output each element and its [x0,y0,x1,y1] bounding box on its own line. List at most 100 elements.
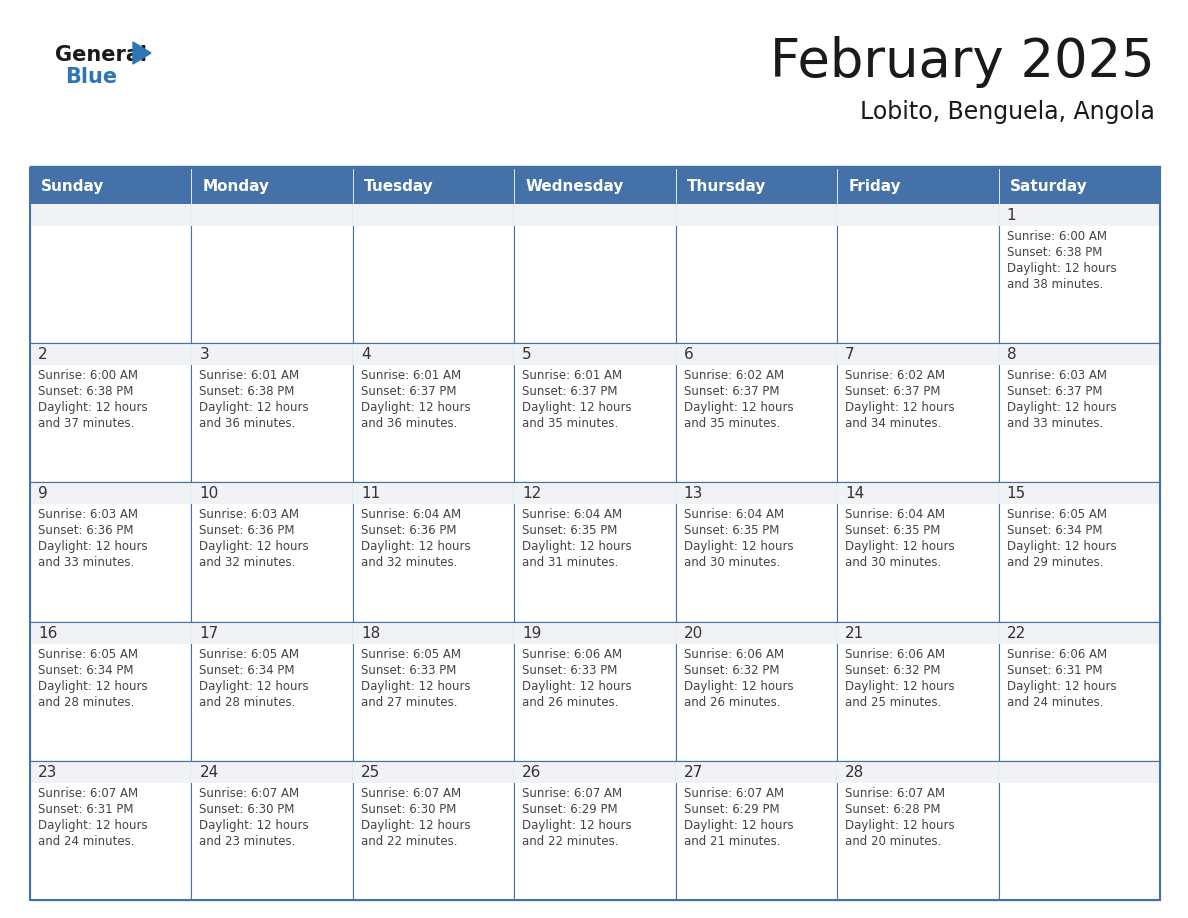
Bar [353,204,514,226]
Text: 5: 5 [523,347,532,363]
Text: Sunrise: 6:06 AM: Sunrise: 6:06 AM [684,647,784,661]
Bar [676,621,838,761]
Text: 17: 17 [200,625,219,641]
Text: Sunrise: 6:03 AM: Sunrise: 6:03 AM [200,509,299,521]
Text: Thursday: Thursday [687,178,766,194]
Text: and 32 minutes.: and 32 minutes. [200,556,296,569]
Text: Sunrise: 6:00 AM: Sunrise: 6:00 AM [1006,230,1106,243]
Bar [676,482,838,504]
Text: and 33 minutes.: and 33 minutes. [1006,417,1102,431]
Bar [514,204,676,226]
Bar [30,343,191,365]
Text: 3: 3 [200,347,209,363]
Text: Sunset: 6:36 PM: Sunset: 6:36 PM [38,524,133,537]
Text: Sunrise: 6:05 AM: Sunrise: 6:05 AM [1006,509,1106,521]
Polygon shape [133,42,151,64]
Bar [353,621,514,761]
Bar [999,343,1159,365]
Bar [999,204,1159,226]
Text: Sunset: 6:37 PM: Sunset: 6:37 PM [1006,386,1102,398]
Text: and 22 minutes.: and 22 minutes. [523,834,619,848]
Bar [30,761,191,783]
Text: Sunset: 6:28 PM: Sunset: 6:28 PM [845,803,941,816]
Text: and 27 minutes.: and 27 minutes. [361,696,457,709]
Text: Daylight: 12 hours: Daylight: 12 hours [361,401,470,414]
Text: and 25 minutes.: and 25 minutes. [845,696,942,709]
Bar [999,482,1159,621]
Bar [676,761,838,900]
Bar [514,761,676,900]
Bar [838,204,999,226]
Text: 9: 9 [38,487,48,501]
Text: Sunrise: 6:04 AM: Sunrise: 6:04 AM [845,509,946,521]
Bar [999,761,1159,900]
Bar [191,482,353,621]
Bar [353,482,514,504]
Text: Daylight: 12 hours: Daylight: 12 hours [361,541,470,554]
Bar [30,168,191,204]
Text: 18: 18 [361,625,380,641]
Bar [514,761,676,783]
Text: and 34 minutes.: and 34 minutes. [845,417,942,431]
Bar [838,761,999,783]
Text: 21: 21 [845,625,865,641]
Text: 14: 14 [845,487,865,501]
Text: and 24 minutes.: and 24 minutes. [1006,696,1104,709]
Bar [999,204,1159,343]
Text: Sunset: 6:36 PM: Sunset: 6:36 PM [200,524,295,537]
Text: 20: 20 [684,625,703,641]
Text: Sunset: 6:37 PM: Sunset: 6:37 PM [845,386,941,398]
Bar [191,482,353,504]
Text: and 35 minutes.: and 35 minutes. [684,417,781,431]
Bar [514,168,676,204]
Text: Daylight: 12 hours: Daylight: 12 hours [38,679,147,692]
Text: February 2025: February 2025 [770,36,1155,88]
Text: Sunrise: 6:07 AM: Sunrise: 6:07 AM [38,787,138,800]
Text: Daylight: 12 hours: Daylight: 12 hours [1006,401,1117,414]
Text: 10: 10 [200,487,219,501]
Text: Sunset: 6:34 PM: Sunset: 6:34 PM [1006,524,1102,537]
Text: Sunrise: 6:04 AM: Sunrise: 6:04 AM [523,509,623,521]
Text: and 33 minutes.: and 33 minutes. [38,556,134,569]
Text: Sunset: 6:36 PM: Sunset: 6:36 PM [361,524,456,537]
Bar [30,621,191,644]
Text: and 23 minutes.: and 23 minutes. [200,834,296,848]
Text: and 21 minutes.: and 21 minutes. [684,834,781,848]
Text: 11: 11 [361,487,380,501]
Text: Sunrise: 6:03 AM: Sunrise: 6:03 AM [1006,369,1106,382]
Bar [191,343,353,365]
Text: 1: 1 [1006,208,1016,223]
Bar [514,343,676,482]
Text: 4: 4 [361,347,371,363]
Text: Sunrise: 6:05 AM: Sunrise: 6:05 AM [200,647,299,661]
Bar [838,621,999,644]
Text: Sunset: 6:38 PM: Sunset: 6:38 PM [1006,246,1102,259]
Bar [676,621,838,644]
Text: 12: 12 [523,487,542,501]
Bar [30,482,191,621]
Text: Monday: Monday [203,178,270,194]
Bar [30,621,191,761]
Bar [676,168,838,204]
Bar [999,482,1159,504]
Text: Daylight: 12 hours: Daylight: 12 hours [38,541,147,554]
Bar [838,761,999,900]
Bar [353,621,514,644]
Bar [676,343,838,365]
Text: Daylight: 12 hours: Daylight: 12 hours [845,819,955,832]
Bar [838,343,999,482]
Bar [353,482,514,621]
Text: and 28 minutes.: and 28 minutes. [38,696,134,709]
Text: and 30 minutes.: and 30 minutes. [684,556,781,569]
Text: 8: 8 [1006,347,1016,363]
Text: 23: 23 [38,765,57,779]
Text: and 28 minutes.: and 28 minutes. [200,696,296,709]
Text: Daylight: 12 hours: Daylight: 12 hours [200,541,309,554]
Text: and 37 minutes.: and 37 minutes. [38,417,134,431]
Text: Sunset: 6:37 PM: Sunset: 6:37 PM [361,386,456,398]
Text: Sunrise: 6:07 AM: Sunrise: 6:07 AM [684,787,784,800]
Bar [353,761,514,783]
Text: and 31 minutes.: and 31 minutes. [523,556,619,569]
Bar [838,168,999,204]
Text: 2: 2 [38,347,48,363]
